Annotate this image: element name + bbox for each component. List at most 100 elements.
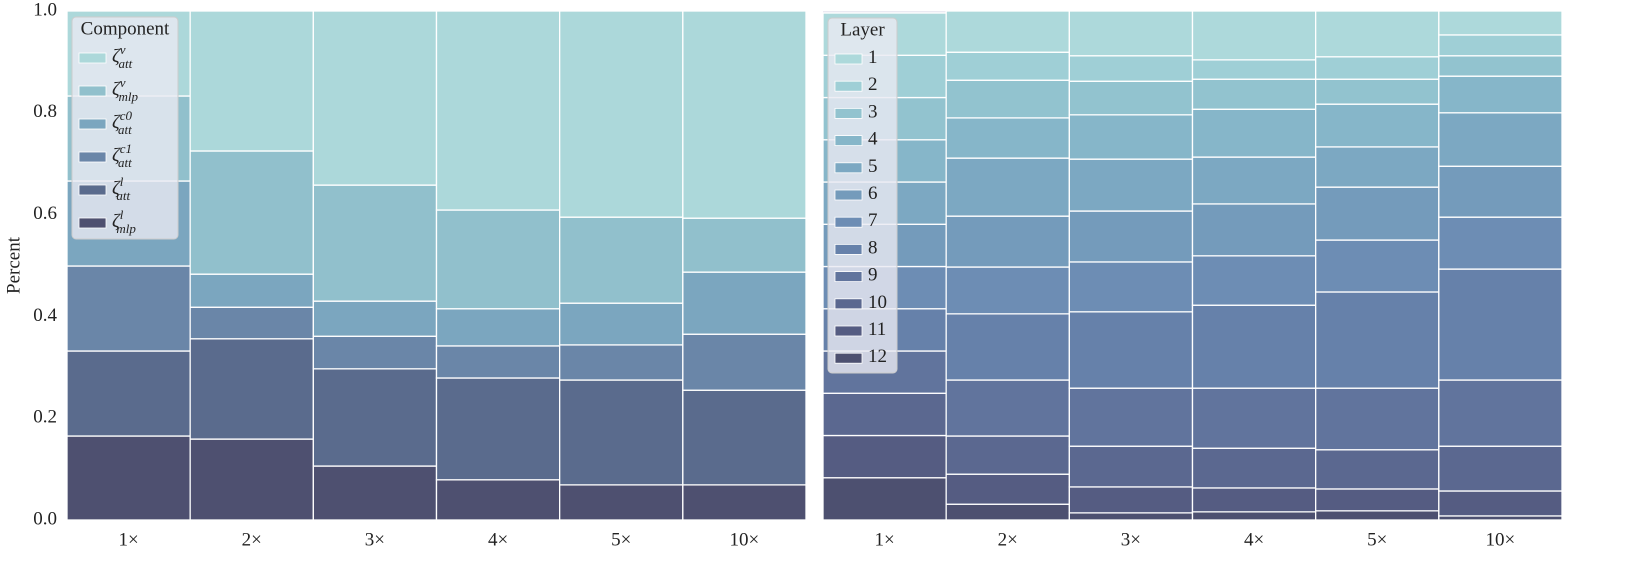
bar-segment	[559, 302, 684, 346]
bar-segment	[1438, 112, 1563, 167]
legend-swatch	[78, 85, 107, 97]
bar-segment	[1068, 158, 1194, 212]
bar-segment	[312, 300, 438, 337]
bar-segment	[822, 392, 947, 437]
bar-segment	[435, 308, 561, 347]
bar-segment	[945, 10, 1070, 53]
bar-segment	[682, 333, 807, 391]
legend-subscript: att	[118, 122, 132, 137]
bar-segment	[1191, 255, 1317, 306]
bar-segment	[435, 10, 561, 211]
bar-segment	[189, 338, 314, 440]
legend-name: ζ	[112, 112, 121, 133]
bar-segment	[435, 377, 561, 481]
bar-segment	[1315, 186, 1440, 241]
legend-swatch	[78, 151, 107, 163]
legend-swatch	[78, 217, 107, 229]
legend-swatch	[834, 216, 863, 228]
legend-swatch	[834, 162, 863, 174]
bar-segment	[1191, 108, 1317, 158]
y-tick-label: 0.2	[33, 407, 57, 428]
legend-name: 7	[868, 211, 878, 232]
legend-superscript: c0	[120, 108, 133, 123]
bar-segment	[1315, 146, 1440, 188]
bar-segment	[1191, 387, 1317, 449]
bar-segment	[822, 477, 947, 521]
x-tick-label: 4×	[488, 529, 508, 550]
legend-label: ζc1 att	[112, 141, 132, 170]
bar-segment	[189, 438, 314, 521]
bar-segment	[1315, 291, 1440, 389]
legend-label: 5	[868, 156, 878, 177]
bar-segment	[1438, 268, 1563, 381]
legend-superscript: v	[120, 75, 126, 90]
legend-name: 6	[868, 183, 878, 204]
bar-segment	[1315, 239, 1440, 293]
legend-label: ζl mlp	[112, 207, 136, 236]
legend-label: 6	[868, 183, 878, 204]
bar-segment	[312, 368, 438, 467]
legend-label: ζl att	[112, 174, 130, 203]
legend-name: 2	[868, 75, 878, 96]
legend-label: 8	[868, 238, 878, 259]
legend-name: ζ	[112, 178, 121, 199]
bar-segment	[1068, 512, 1194, 521]
bar-segment	[945, 79, 1070, 119]
legend-subscript: att	[118, 155, 132, 170]
y-tick-label: 1.0	[33, 0, 57, 20]
y-tick-label: 0.0	[33, 508, 57, 529]
legend-name: 12	[868, 347, 887, 368]
bar-segment	[1315, 56, 1440, 80]
legend-name: 1	[868, 47, 878, 68]
bar-segment	[1068, 10, 1194, 57]
bar-segment	[559, 216, 684, 304]
bar-segment	[945, 503, 1070, 521]
bar-segment	[945, 473, 1070, 505]
bar-segment	[1191, 156, 1317, 205]
legend-swatch	[834, 135, 863, 147]
legend-swatch	[834, 243, 863, 255]
bar-segment	[1068, 210, 1194, 263]
legend-superscript: l	[120, 207, 124, 222]
legend-box	[827, 17, 898, 374]
bar-segment	[1191, 203, 1317, 257]
bar-segment	[945, 117, 1070, 159]
legend-label: 4	[868, 129, 878, 150]
y-tick-label: 0.6	[33, 203, 57, 224]
legend-superscript: v	[120, 42, 126, 57]
x-tick-label: 5×	[611, 529, 631, 550]
bar-segment	[312, 335, 438, 370]
bar-segment	[189, 150, 314, 275]
bar-segment	[435, 479, 561, 521]
bar-segment	[682, 217, 807, 273]
x-tick-label: 2×	[998, 529, 1018, 550]
bar-segment	[1191, 304, 1317, 389]
x-tick-label: 10×	[1486, 529, 1516, 550]
legend-name: 5	[868, 156, 878, 177]
bar-segment	[1068, 486, 1194, 514]
x-tick-label: 1×	[118, 529, 138, 550]
bar-segment	[1068, 80, 1194, 116]
bar-segment	[945, 313, 1070, 381]
bar-segment	[312, 465, 438, 521]
bar-segment	[1191, 10, 1317, 61]
bar-segment	[66, 265, 191, 352]
y-tick-label: 0.4	[33, 305, 57, 326]
bar-segment	[1068, 114, 1194, 160]
legend-label: 3	[868, 102, 878, 123]
legend-swatch	[834, 80, 863, 92]
bar-segment	[1068, 445, 1194, 488]
bar-segment	[1438, 216, 1563, 270]
bar-segment	[1438, 75, 1563, 114]
legend-title: Layer	[840, 19, 885, 40]
bar-segment	[945, 435, 1070, 475]
bar-segment	[945, 379, 1070, 437]
bar-segment	[189, 306, 314, 340]
legend-subscript: att	[118, 56, 132, 71]
bar-segment	[682, 10, 807, 219]
legend-swatch	[78, 184, 107, 196]
legend-subscript: mlp	[118, 89, 138, 104]
bar-segment	[1438, 34, 1563, 57]
bar-segment	[1438, 445, 1563, 492]
bar-segment	[189, 273, 314, 308]
